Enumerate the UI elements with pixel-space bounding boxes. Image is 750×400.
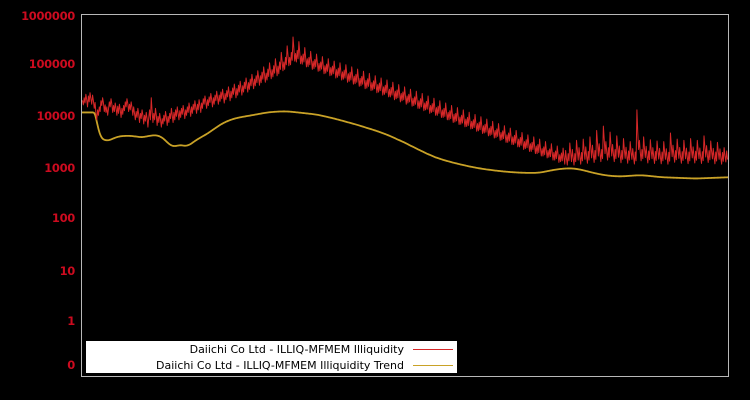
y-tick-label: 100000 xyxy=(28,57,76,71)
y-tick-label: 100 xyxy=(51,211,75,225)
series-trend-group xyxy=(82,110,728,180)
y-tick-label: 1000 xyxy=(44,161,75,175)
series-line-illiquidity xyxy=(82,36,728,166)
legend-label-illiquidity-trend: Daiichi Co Ltd - ILLIQ-MFMEM Illiquidity… xyxy=(156,358,404,372)
chart-legend: Daiichi Co Ltd - ILLIQ-MFMEM Illiquidity… xyxy=(86,341,457,373)
legend-entry-illiquidity-trend: Daiichi Co Ltd - ILLIQ-MFMEM Illiquidity… xyxy=(86,357,457,373)
y-tick-label: 0 xyxy=(67,358,75,372)
chart-canvas xyxy=(82,36,728,180)
y-tick-label: 1000000 xyxy=(21,9,75,23)
y-axis-tick-labels: 1000000 100000 10000 1000 100 10 1 0 xyxy=(0,0,75,400)
y-tick-label: 10 xyxy=(59,264,76,278)
plot-area xyxy=(81,14,729,377)
legend-entry-illiquidity: Daiichi Co Ltd - ILLIQ-MFMEM Illiquidity xyxy=(86,341,457,357)
series-line-illiquidity-trend xyxy=(82,110,728,180)
legend-swatch-illiquidity xyxy=(413,348,453,350)
y-tick-label: 10000 xyxy=(36,109,75,123)
y-tick-label: 1 xyxy=(67,314,75,328)
legend-swatch-illiquidity-trend xyxy=(413,364,453,366)
legend-label-illiquidity: Daiichi Co Ltd - ILLIQ-MFMEM Illiquidity xyxy=(189,342,404,356)
series-main-group xyxy=(82,36,728,166)
